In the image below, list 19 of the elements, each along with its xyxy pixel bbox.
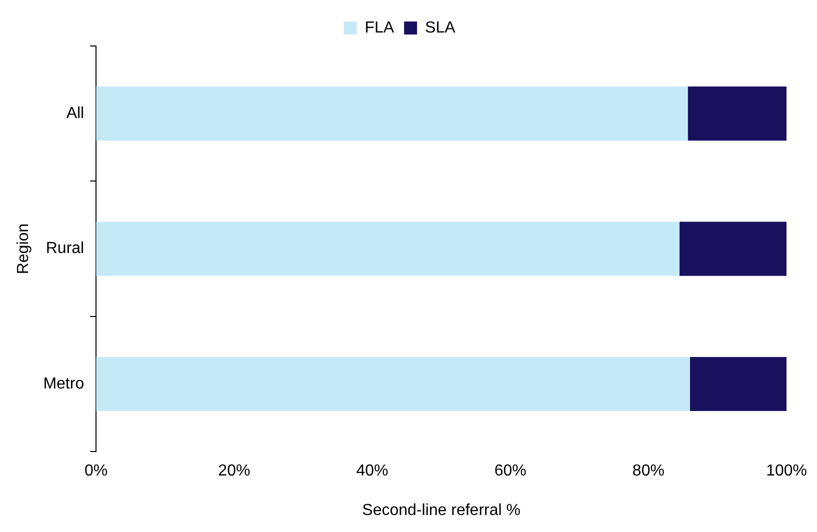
bar <box>96 86 688 141</box>
bar <box>688 86 787 141</box>
bar <box>690 356 787 412</box>
legend-label: FLA <box>364 19 394 36</box>
x-tick-label: 60% <box>494 462 526 480</box>
x-tick-label: 100% <box>766 462 807 480</box>
x-tick-label: 20% <box>218 462 250 480</box>
y-tick-label: All <box>66 105 84 122</box>
x-axis-title: Second-line referral % <box>362 502 520 519</box>
bar <box>96 356 690 412</box>
x-tick-label: 80% <box>632 462 664 480</box>
bar <box>96 222 680 276</box>
x-tick-label: 0% <box>84 462 108 480</box>
y-axis-title: Region <box>15 223 32 274</box>
bar <box>680 222 787 276</box>
y-tick-label: Metro <box>43 375 84 392</box>
legend-label: SLA <box>425 19 456 36</box>
y-tick-label: Rural <box>46 240 84 258</box>
x-tick-label: 40% <box>356 462 388 480</box>
